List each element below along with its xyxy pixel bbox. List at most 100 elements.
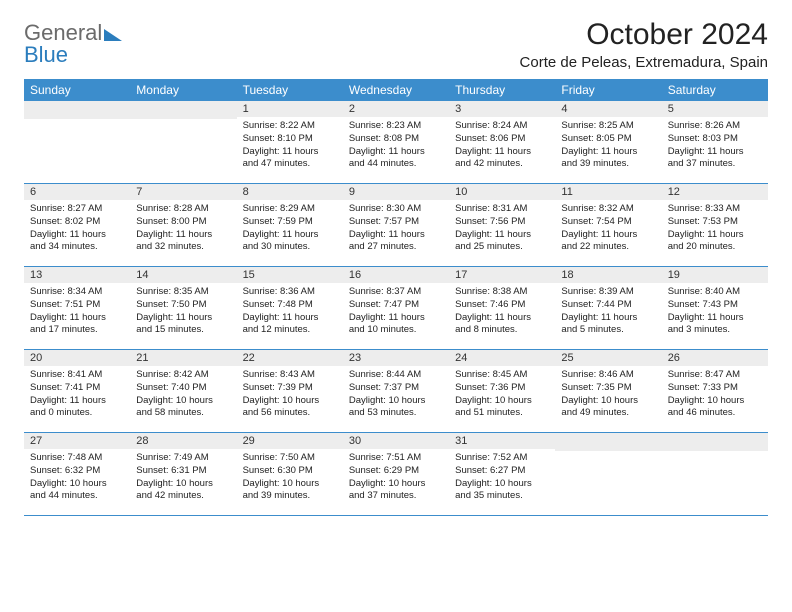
week-row: 27Sunrise: 7:48 AMSunset: 6:32 PMDayligh… [24, 433, 768, 516]
cell-body: Sunrise: 8:24 AMSunset: 8:06 PMDaylight:… [449, 117, 555, 175]
calendar-cell [662, 433, 768, 515]
cell-line: and 44 minutes. [30, 490, 124, 503]
cell-line: Sunset: 7:46 PM [455, 299, 549, 312]
cell-line: Daylight: 10 hours [136, 478, 230, 491]
cell-body: Sunrise: 8:45 AMSunset: 7:36 PMDaylight:… [449, 366, 555, 424]
cell-body: Sunrise: 8:44 AMSunset: 7:37 PMDaylight:… [343, 366, 449, 424]
cell-body: Sunrise: 8:42 AMSunset: 7:40 PMDaylight:… [130, 366, 236, 424]
cell-line: Sunset: 8:08 PM [349, 133, 443, 146]
calendar-cell: 19Sunrise: 8:40 AMSunset: 7:43 PMDayligh… [662, 267, 768, 349]
day-of-week-header: Sunday Monday Tuesday Wednesday Thursday… [24, 79, 768, 101]
cell-body: Sunrise: 8:40 AMSunset: 7:43 PMDaylight:… [662, 283, 768, 341]
dow-sun: Sunday [24, 79, 130, 101]
cell-body: Sunrise: 8:35 AMSunset: 7:50 PMDaylight:… [130, 283, 236, 341]
cell-line: Sunrise: 8:45 AM [455, 369, 549, 382]
cell-line: and 20 minutes. [668, 241, 762, 254]
day-number: 24 [449, 350, 555, 366]
cell-body: Sunrise: 8:32 AMSunset: 7:54 PMDaylight:… [555, 200, 661, 258]
calendar-cell: 7Sunrise: 8:28 AMSunset: 8:00 PMDaylight… [130, 184, 236, 266]
calendar-cell: 12Sunrise: 8:33 AMSunset: 7:53 PMDayligh… [662, 184, 768, 266]
calendar-cell: 24Sunrise: 8:45 AMSunset: 7:36 PMDayligh… [449, 350, 555, 432]
day-number: 3 [449, 101, 555, 117]
cell-line: Sunset: 7:39 PM [243, 382, 337, 395]
cell-line: Sunset: 7:41 PM [30, 382, 124, 395]
cell-body: Sunrise: 8:31 AMSunset: 7:56 PMDaylight:… [449, 200, 555, 258]
cell-line: Sunset: 8:00 PM [136, 216, 230, 229]
cell-body: Sunrise: 8:28 AMSunset: 8:00 PMDaylight:… [130, 200, 236, 258]
cell-line: Daylight: 11 hours [349, 312, 443, 325]
cell-line: Daylight: 11 hours [243, 229, 337, 242]
cell-line: Daylight: 10 hours [455, 478, 549, 491]
week-row: 13Sunrise: 8:34 AMSunset: 7:51 PMDayligh… [24, 267, 768, 350]
cell-line: Daylight: 10 hours [349, 478, 443, 491]
day-number: 19 [662, 267, 768, 283]
cell-line: Daylight: 11 hours [349, 146, 443, 159]
cell-line: Sunset: 7:50 PM [136, 299, 230, 312]
cell-line: Sunrise: 8:34 AM [30, 286, 124, 299]
cell-line: and 37 minutes. [349, 490, 443, 503]
cell-line: and 47 minutes. [243, 158, 337, 171]
cell-line: Sunset: 7:33 PM [668, 382, 762, 395]
day-number: 6 [24, 184, 130, 200]
cell-line: and 34 minutes. [30, 241, 124, 254]
day-number: 15 [237, 267, 343, 283]
cell-line: and 3 minutes. [668, 324, 762, 337]
cell-body: Sunrise: 8:34 AMSunset: 7:51 PMDaylight:… [24, 283, 130, 341]
cell-line: Sunset: 6:30 PM [243, 465, 337, 478]
cell-line: Sunset: 8:10 PM [243, 133, 337, 146]
title-block: October 2024 Corte de Peleas, Extremadur… [520, 18, 768, 71]
cell-line: Daylight: 11 hours [30, 395, 124, 408]
day-number: 13 [24, 267, 130, 283]
cell-line: Daylight: 11 hours [668, 146, 762, 159]
cell-line: Sunrise: 8:47 AM [668, 369, 762, 382]
cell-line: Sunset: 7:35 PM [561, 382, 655, 395]
day-number: 14 [130, 267, 236, 283]
cell-line: and 35 minutes. [455, 490, 549, 503]
cell-line: Daylight: 10 hours [668, 395, 762, 408]
cell-line: and 37 minutes. [668, 158, 762, 171]
cell-body: Sunrise: 8:25 AMSunset: 8:05 PMDaylight:… [555, 117, 661, 175]
day-number: 28 [130, 433, 236, 449]
cell-line: and 46 minutes. [668, 407, 762, 420]
cell-line: Daylight: 10 hours [455, 395, 549, 408]
cell-line: Daylight: 11 hours [561, 312, 655, 325]
day-number: 12 [662, 184, 768, 200]
cell-line: and 42 minutes. [136, 490, 230, 503]
cell-body: Sunrise: 7:52 AMSunset: 6:27 PMDaylight:… [449, 449, 555, 507]
cell-line: Sunrise: 7:48 AM [30, 452, 124, 465]
cell-line: Sunset: 7:53 PM [668, 216, 762, 229]
cell-line: Daylight: 10 hours [243, 478, 337, 491]
cell-line: Daylight: 11 hours [243, 146, 337, 159]
cell-line: Sunset: 7:43 PM [668, 299, 762, 312]
cell-line: Sunrise: 8:23 AM [349, 120, 443, 133]
cell-line: Sunrise: 7:49 AM [136, 452, 230, 465]
page-subtitle: Corte de Peleas, Extremadura, Spain [520, 54, 768, 71]
cell-body [662, 451, 768, 511]
cell-line: Sunrise: 8:31 AM [455, 203, 549, 216]
calendar-cell: 27Sunrise: 7:48 AMSunset: 6:32 PMDayligh… [24, 433, 130, 515]
cell-line: Daylight: 11 hours [561, 229, 655, 242]
cell-body [555, 451, 661, 511]
cell-line: Sunrise: 8:36 AM [243, 286, 337, 299]
cell-line: Daylight: 11 hours [668, 312, 762, 325]
cell-line: Daylight: 11 hours [30, 312, 124, 325]
cell-line: Sunrise: 8:38 AM [455, 286, 549, 299]
cell-line: Sunrise: 8:37 AM [349, 286, 443, 299]
cell-line: Daylight: 10 hours [349, 395, 443, 408]
logo: General Blue [24, 22, 122, 66]
cell-line: Daylight: 11 hours [349, 229, 443, 242]
cell-line: Sunset: 6:29 PM [349, 465, 443, 478]
cell-line: and 0 minutes. [30, 407, 124, 420]
page-title: October 2024 [520, 18, 768, 52]
cell-line: Sunset: 7:37 PM [349, 382, 443, 395]
cell-line: Sunset: 7:47 PM [349, 299, 443, 312]
logo-text-1: General [24, 22, 102, 44]
dow-mon: Monday [130, 79, 236, 101]
cell-line: Sunset: 7:51 PM [30, 299, 124, 312]
calendar-cell: 18Sunrise: 8:39 AMSunset: 7:44 PMDayligh… [555, 267, 661, 349]
day-number: 30 [343, 433, 449, 449]
calendar-cell: 17Sunrise: 8:38 AMSunset: 7:46 PMDayligh… [449, 267, 555, 349]
cell-line: Sunset: 8:05 PM [561, 133, 655, 146]
cell-line: and 49 minutes. [561, 407, 655, 420]
cell-body: Sunrise: 7:50 AMSunset: 6:30 PMDaylight:… [237, 449, 343, 507]
